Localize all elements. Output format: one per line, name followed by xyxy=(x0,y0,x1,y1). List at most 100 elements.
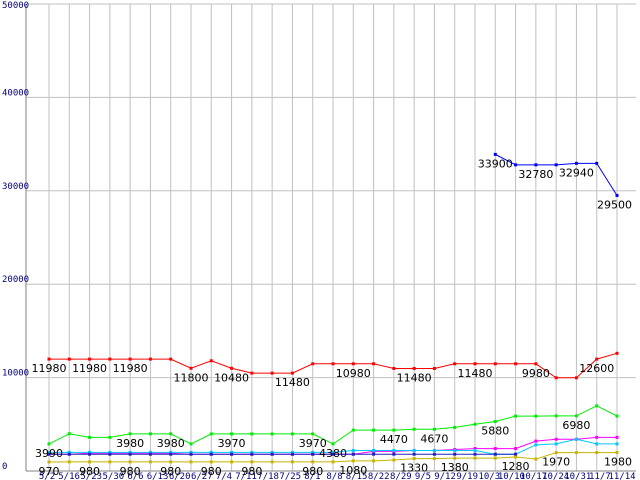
x-tick-label: 11/7 xyxy=(589,472,611,480)
data-point xyxy=(432,366,436,370)
data-point xyxy=(534,163,538,167)
data-label: 10480 xyxy=(214,371,249,384)
data-point xyxy=(595,442,599,446)
data-point xyxy=(169,452,173,456)
data-point xyxy=(372,452,376,456)
data-point xyxy=(493,456,497,460)
data-point xyxy=(473,447,477,451)
x-tick-label: 10/3 xyxy=(478,472,500,480)
data-point xyxy=(615,414,619,418)
data-label: 5880 xyxy=(481,424,509,437)
data-point xyxy=(311,452,315,456)
data-point xyxy=(595,161,599,165)
x-tick-label: 10/24 xyxy=(542,472,569,480)
data-point xyxy=(230,452,234,456)
data-point xyxy=(189,452,193,456)
data-point xyxy=(392,448,396,452)
data-point xyxy=(493,447,497,451)
x-tick-label: 10/31 xyxy=(564,472,591,480)
x-tick-label: 8/8 xyxy=(326,472,342,480)
data-point xyxy=(554,376,558,380)
data-point xyxy=(372,428,376,432)
data-label: 3980 xyxy=(157,437,185,450)
series-lines xyxy=(47,152,619,464)
y-tick-label: 10000 xyxy=(2,369,29,379)
data-point xyxy=(392,366,396,370)
data-point xyxy=(230,460,234,464)
y-tick-label: 20000 xyxy=(2,275,29,285)
data-point xyxy=(595,404,599,408)
x-tick-label: 9/19 xyxy=(456,472,478,480)
data-label: 11980 xyxy=(113,362,148,375)
data-point xyxy=(148,452,152,456)
data-point xyxy=(169,450,173,454)
data-label: 11980 xyxy=(72,362,107,375)
data-label: 1280 xyxy=(502,460,530,473)
data-point xyxy=(128,460,132,464)
data-point xyxy=(534,457,538,461)
data-point xyxy=(554,437,558,441)
data-label: 33900 xyxy=(478,157,513,170)
data-point xyxy=(47,452,51,456)
data-point xyxy=(554,414,558,418)
data-label: 1330 xyxy=(400,462,428,475)
data-point xyxy=(67,357,71,361)
data-label: 11480 xyxy=(458,367,493,380)
data-point xyxy=(493,362,497,366)
x-tick-label: 8/1 xyxy=(304,472,320,480)
data-point xyxy=(331,442,335,446)
data-point xyxy=(514,452,518,456)
x-tick-label: 5/16 xyxy=(58,472,80,480)
data-point xyxy=(554,163,558,167)
axes xyxy=(25,4,636,472)
data-label: 32940 xyxy=(559,166,594,179)
data-point xyxy=(432,448,436,452)
data-point xyxy=(514,447,518,451)
data-point xyxy=(493,419,497,423)
x-tick-label: 7/18 xyxy=(257,472,279,480)
data-point xyxy=(290,432,294,436)
data-point xyxy=(250,450,254,454)
data-point xyxy=(230,366,234,370)
data-label: 980 xyxy=(79,465,100,478)
data-point xyxy=(331,362,335,366)
data-point xyxy=(67,432,71,436)
x-tick-labels: 5/2 5/16 5/23 5/30 6/6 6/13 6/20 6/27 7/4 7/11 7/1… xyxy=(39,472,636,480)
data-point xyxy=(392,458,396,462)
x-tick-label: 6/20 xyxy=(169,472,191,480)
data-point xyxy=(128,432,132,436)
data-point xyxy=(453,362,457,366)
x-tick-label: 7/4 xyxy=(216,472,232,480)
plot-background xyxy=(26,4,636,471)
data-point xyxy=(290,452,294,456)
data-point xyxy=(311,432,315,436)
data-point xyxy=(250,432,254,436)
data-point xyxy=(108,357,112,361)
series-0 xyxy=(493,152,619,197)
data-label: 11480 xyxy=(397,371,432,384)
data-label: 980 xyxy=(120,465,141,478)
y-tick-label: 0 xyxy=(2,462,7,472)
data-point xyxy=(615,435,619,439)
data-point xyxy=(351,459,355,463)
data-label: 3970 xyxy=(218,437,246,450)
x-tick-label: 9/5 xyxy=(415,472,431,480)
data-point xyxy=(169,460,173,464)
data-point xyxy=(148,357,152,361)
data-point xyxy=(412,366,416,370)
data-label: 11800 xyxy=(174,371,209,384)
data-label: 3970 xyxy=(299,437,327,450)
data-point xyxy=(514,455,518,459)
x-tick-label: 10/10 xyxy=(498,472,525,480)
data-point xyxy=(189,460,193,464)
data-point xyxy=(351,362,355,366)
data-point xyxy=(88,452,92,456)
data-point xyxy=(534,414,538,418)
data-point xyxy=(189,450,193,454)
data-point xyxy=(331,450,335,454)
x-tick-label: 8/29 xyxy=(390,472,412,480)
data-point xyxy=(311,460,315,464)
data-point xyxy=(67,460,71,464)
y-tick-label: 50000 xyxy=(2,1,29,11)
